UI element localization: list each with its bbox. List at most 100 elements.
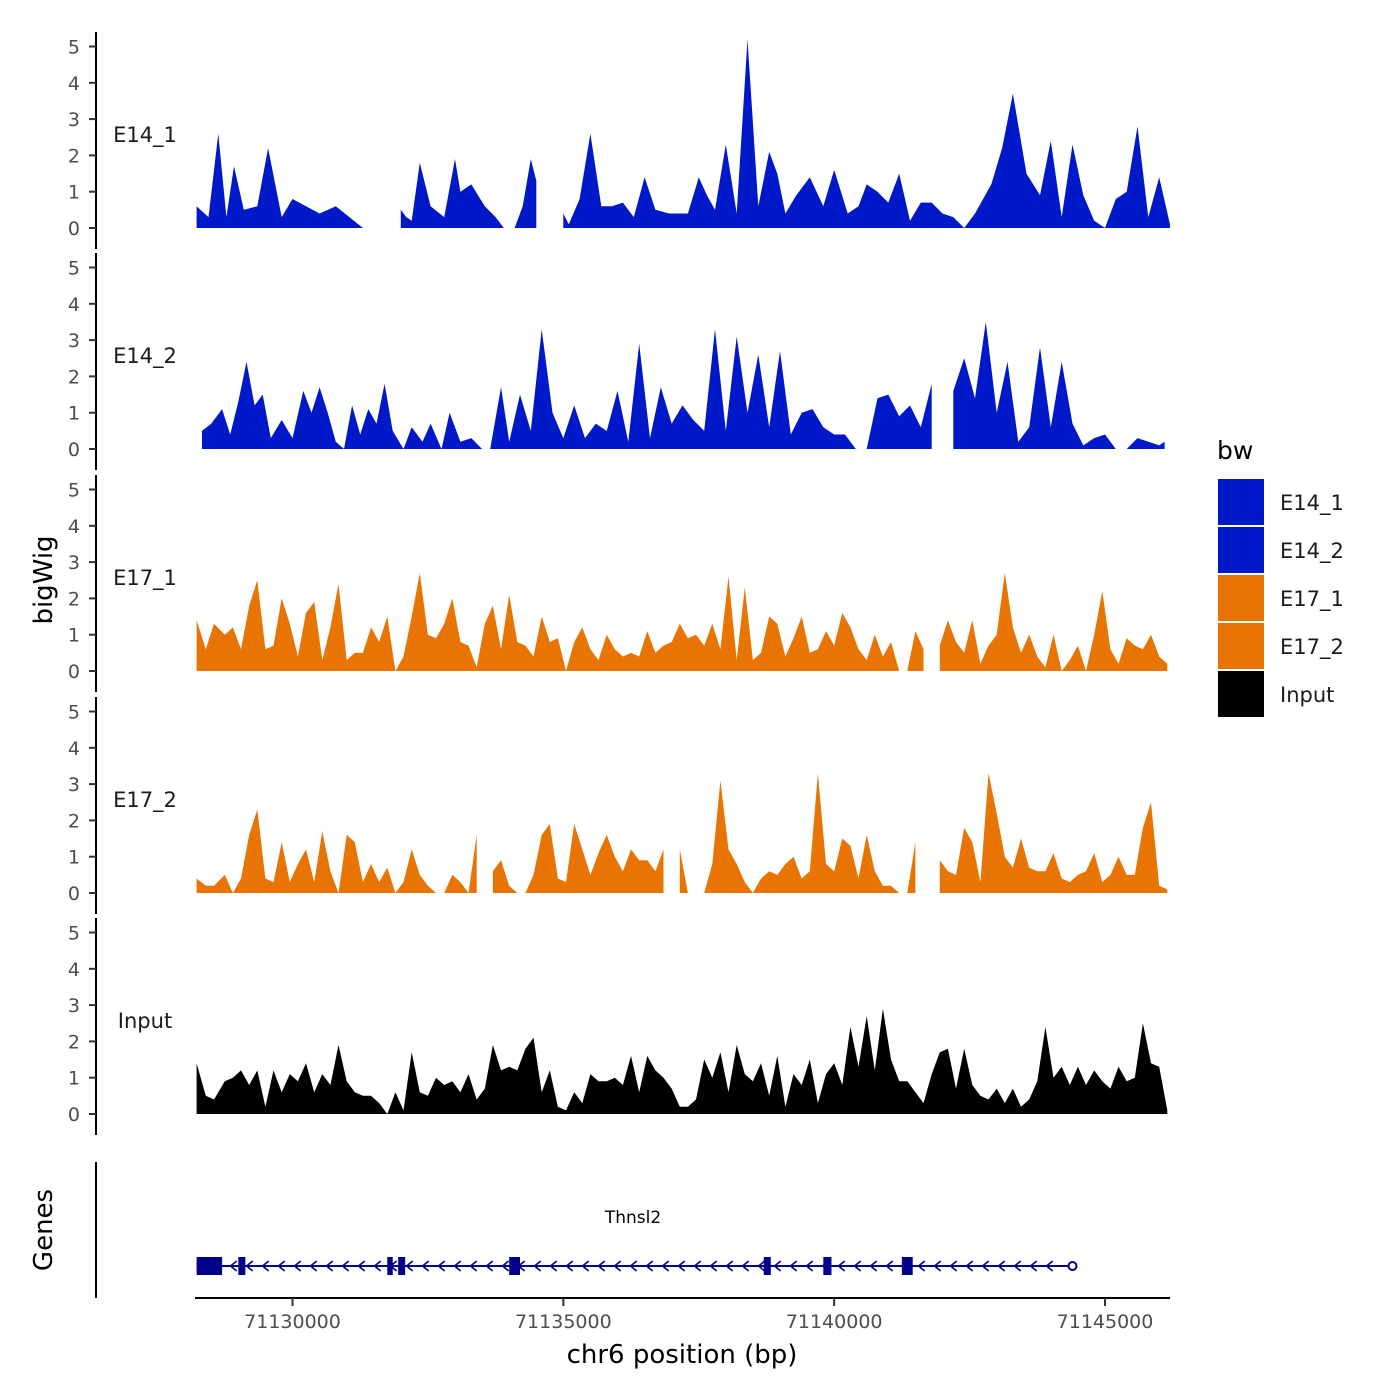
signal-area-e14-2 <box>202 329 932 449</box>
track-label-e14-2: E14_2 <box>113 344 177 369</box>
y-tick-label: 1 <box>68 625 80 647</box>
strand-chevron-icon <box>261 1260 270 1272</box>
strand-chevron-icon <box>357 1260 366 1272</box>
y-tick-label: 4 <box>68 73 80 95</box>
track-e14-2: 0 1 2 3 4 5 E14_2 <box>68 253 1165 470</box>
y-tick-label: 3 <box>68 995 80 1017</box>
legend-label-input: Input <box>1280 683 1334 707</box>
signal-area-e14-1 <box>563 39 1170 229</box>
strand-chevron-icon <box>453 1260 462 1272</box>
strand-chevron-icon <box>581 1260 590 1272</box>
track-label-e17-1: E17_1 <box>113 566 177 591</box>
y-tick-label: 2 <box>68 366 80 388</box>
legend: bw E14_1 E14_2 E17_1 E17_2 Input <box>1217 436 1344 717</box>
strand-chevron-icon <box>981 1260 990 1272</box>
signal-area-e14-1 <box>196 133 363 228</box>
y-tick-label: 5 <box>68 37 80 59</box>
strand-chevron-icon <box>837 1260 846 1272</box>
track-e14-1: 0 1 2 3 4 5 E14_1 <box>68 32 1170 249</box>
y-tick-label: 3 <box>68 774 80 796</box>
gene-model <box>196 1257 1078 1275</box>
y-tick-label: 3 <box>68 330 80 352</box>
signal-area-e17-2 <box>939 773 1168 893</box>
y-axis-title: bigWig <box>29 535 59 624</box>
y-tick-label: 1 <box>68 182 80 204</box>
legend-label-e17-2: E17_2 <box>1280 635 1344 660</box>
gene-exon <box>238 1257 246 1275</box>
strand-chevron-icon <box>597 1260 606 1272</box>
y-tick-label: 2 <box>68 588 80 610</box>
x-tick-label: 71140000 <box>786 1311 883 1333</box>
strand-chevron-icon <box>693 1260 702 1272</box>
gene-exon <box>398 1257 406 1275</box>
legend-swatch-e14-2 <box>1218 527 1264 573</box>
y-tick-label: 3 <box>68 552 80 574</box>
x-tick-label: 71135000 <box>515 1311 612 1333</box>
y-tick-label: 1 <box>68 1068 80 1090</box>
signal-area-e17-2 <box>492 824 664 893</box>
strand-chevron-icon <box>229 1260 238 1272</box>
legend-label-e14-2: E14_2 <box>1280 539 1344 564</box>
y-tick-label: 0 <box>68 883 80 905</box>
track-e17-1: 0 1 2 3 4 5 E17_1 <box>68 475 1168 692</box>
strand-chevron-icon <box>965 1260 974 1272</box>
strand-chevron-icon <box>661 1260 670 1272</box>
strand-chevron-icon <box>1013 1260 1022 1272</box>
strand-chevron-icon <box>293 1260 302 1272</box>
strand-chevron-icon <box>469 1260 478 1272</box>
strand-chevron-icon <box>421 1260 430 1272</box>
y-tick-label: 1 <box>68 403 80 425</box>
track-label-e17-2: E17_2 <box>113 788 177 813</box>
signal-area-e14-2 <box>953 322 1165 449</box>
strand-chevron-icon <box>437 1260 446 1272</box>
gene-end-marker <box>1067 1261 1078 1271</box>
strand-chevron-icon <box>741 1260 750 1272</box>
y-tick-label: 4 <box>68 294 80 316</box>
strand-chevron-icon <box>997 1260 1006 1272</box>
genes-panel: Genes Thnsl2 <box>29 1162 1078 1298</box>
gene-exon <box>901 1257 913 1275</box>
gene-exon <box>196 1257 202 1275</box>
strand-chevron-icon <box>805 1260 814 1272</box>
strand-chevron-icon <box>325 1260 334 1272</box>
gene-exon <box>509 1257 520 1275</box>
gene-label: Thnsl2 <box>604 1208 661 1228</box>
x-axis-ticks: 71130000 71135000 71140000 71145000 <box>244 1298 1153 1333</box>
strand-chevron-icon <box>917 1260 926 1272</box>
x-tick-label: 71145000 <box>1057 1311 1154 1333</box>
legend-swatch-e14-1 <box>1218 479 1264 525</box>
strand-chevron-icon <box>677 1260 686 1272</box>
y-tick-label: 4 <box>68 516 80 538</box>
strand-chevron-icon <box>949 1260 958 1272</box>
strand-chevron-icon <box>373 1260 382 1272</box>
y-tick-label: 4 <box>68 959 80 981</box>
signal-area-e17-1 <box>196 573 924 671</box>
y-tick-label: 2 <box>68 1031 80 1053</box>
strand-chevron-icon <box>1045 1260 1054 1272</box>
strand-chevron-icon <box>485 1260 494 1272</box>
strand-chevron-icon <box>613 1260 622 1272</box>
y-tick-label: 5 <box>68 923 80 945</box>
y-tick-label: 0 <box>68 439 80 461</box>
legend-label-e17-1: E17_1 <box>1280 587 1344 612</box>
legend-items: E14_1 E14_2 E17_1 E17_2 Input <box>1218 479 1344 717</box>
strand-chevron-icon <box>725 1260 734 1272</box>
legend-swatch-e17-2 <box>1218 623 1264 669</box>
gene-exon <box>387 1257 393 1275</box>
y-tick-label: 1 <box>68 847 80 869</box>
strand-chevron-icon <box>709 1260 718 1272</box>
track-e17-2: 0 1 2 3 4 5 E17_2 <box>68 697 1168 914</box>
strand-chevron-icon <box>309 1260 318 1272</box>
track-label-input: Input <box>118 1009 172 1033</box>
strand-chevron-icon <box>245 1260 254 1272</box>
signal-area-e17-2 <box>679 773 916 893</box>
signal-area-e17-1 <box>939 573 1168 671</box>
strand-chevron-icon <box>773 1260 782 1272</box>
y-tick-label: 4 <box>68 738 80 760</box>
strand-chevron-icon <box>1029 1260 1038 1272</box>
strand-chevron-icon <box>933 1260 942 1272</box>
y-tick-label: 2 <box>68 145 80 167</box>
x-tick-label: 71130000 <box>244 1311 341 1333</box>
y-tick-label: 5 <box>68 258 80 280</box>
